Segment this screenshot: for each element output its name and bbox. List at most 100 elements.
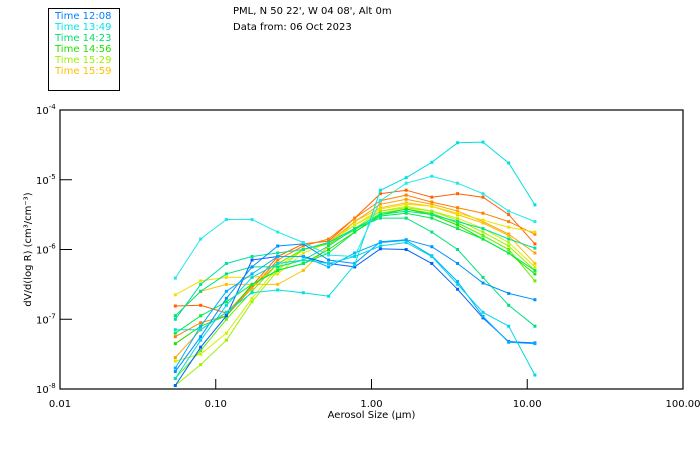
data-point <box>353 251 357 255</box>
data-point <box>327 253 331 257</box>
data-point <box>173 384 177 388</box>
legend-item: Time 14:56 <box>55 44 112 55</box>
data-point <box>456 223 460 227</box>
data-point <box>173 366 177 370</box>
data-point <box>533 203 537 207</box>
data-point <box>507 303 511 307</box>
data-point <box>507 161 511 165</box>
data-point <box>224 300 228 304</box>
y-tick-label: 10-6 <box>36 243 56 257</box>
data-point <box>173 356 177 360</box>
legend-item: Time 13:49 <box>55 22 112 33</box>
data-point <box>507 251 511 255</box>
data-point <box>199 328 203 332</box>
data-point <box>327 258 331 262</box>
data-point <box>456 192 460 196</box>
data-point <box>533 220 537 224</box>
data-point <box>327 241 331 245</box>
data-point <box>276 244 280 248</box>
data-point <box>250 218 254 222</box>
data-point <box>173 293 177 297</box>
data-point <box>430 254 434 258</box>
data-point <box>276 265 280 269</box>
data-point <box>224 275 228 279</box>
data-point <box>199 335 203 339</box>
data-point <box>250 286 254 290</box>
data-point <box>224 303 228 307</box>
data-point <box>507 248 511 251</box>
data-point <box>533 298 537 302</box>
data-point <box>301 291 305 295</box>
y-tick-label: 10-4 <box>36 103 56 117</box>
data-point <box>224 310 228 314</box>
data-point <box>250 254 254 258</box>
data-point <box>430 213 434 217</box>
site-info: PML, N 50 22', W 04 08', Alt 0m <box>233 6 392 17</box>
data-point <box>533 272 537 276</box>
chart-header: PML, N 50 22', W 04 08', Alt 0m Data fro… <box>233 4 392 36</box>
data-point <box>353 220 357 224</box>
data-point <box>507 225 511 229</box>
data-point <box>250 296 254 300</box>
data-point <box>507 220 511 224</box>
data-point <box>456 141 460 145</box>
data-point <box>173 335 177 339</box>
y-tick-label: 10-7 <box>36 312 56 326</box>
data-point <box>250 291 254 295</box>
data-point <box>430 261 434 265</box>
data-point <box>301 258 305 262</box>
legend: Time 12:08 Time 13:49 Time 14:23 Time 14:56… <box>48 8 120 91</box>
data-point <box>481 140 485 144</box>
data-point <box>404 207 408 211</box>
series-15 <box>173 140 537 332</box>
data-point <box>276 258 280 262</box>
x-tick-label: 10.00 <box>513 399 542 410</box>
data-point <box>224 296 228 300</box>
data-point <box>224 338 228 342</box>
data-point <box>276 288 280 292</box>
data-point <box>481 195 485 199</box>
data-point <box>404 176 408 180</box>
data-point <box>430 204 434 208</box>
data-point <box>533 251 537 255</box>
data-point <box>507 241 511 245</box>
data-point <box>301 261 305 265</box>
series-line <box>174 239 536 372</box>
series-14 <box>173 238 537 370</box>
data-point <box>481 218 485 222</box>
data-point <box>533 279 537 283</box>
data-point <box>404 193 408 197</box>
data-point <box>301 251 305 255</box>
data-point <box>430 209 434 213</box>
data-point <box>276 230 280 234</box>
data-point <box>533 265 537 269</box>
data-point <box>224 317 228 321</box>
data-point <box>481 192 485 196</box>
data-point <box>456 220 460 224</box>
data-point <box>224 314 228 318</box>
data-point <box>276 261 280 265</box>
data-point <box>481 211 485 215</box>
data-point <box>378 247 382 251</box>
data-point <box>404 248 408 251</box>
legend-item: Time 14:23 <box>55 33 112 44</box>
data-point <box>173 276 177 280</box>
data-point <box>430 245 434 249</box>
data-point <box>430 216 434 220</box>
data-point <box>378 207 382 211</box>
data-point <box>456 211 460 215</box>
data-point <box>533 268 537 272</box>
series-13 <box>173 238 537 374</box>
data-point <box>430 200 434 204</box>
data-point <box>276 254 280 258</box>
data-point <box>378 213 382 217</box>
data-point <box>481 221 485 225</box>
data-point <box>199 349 203 353</box>
legend-item: Time 12:08 <box>55 11 112 22</box>
legend-item: Time 15:59 <box>55 66 112 77</box>
series-line <box>174 248 535 386</box>
data-point <box>533 246 537 250</box>
data-point <box>250 258 254 262</box>
data-point <box>327 251 331 255</box>
